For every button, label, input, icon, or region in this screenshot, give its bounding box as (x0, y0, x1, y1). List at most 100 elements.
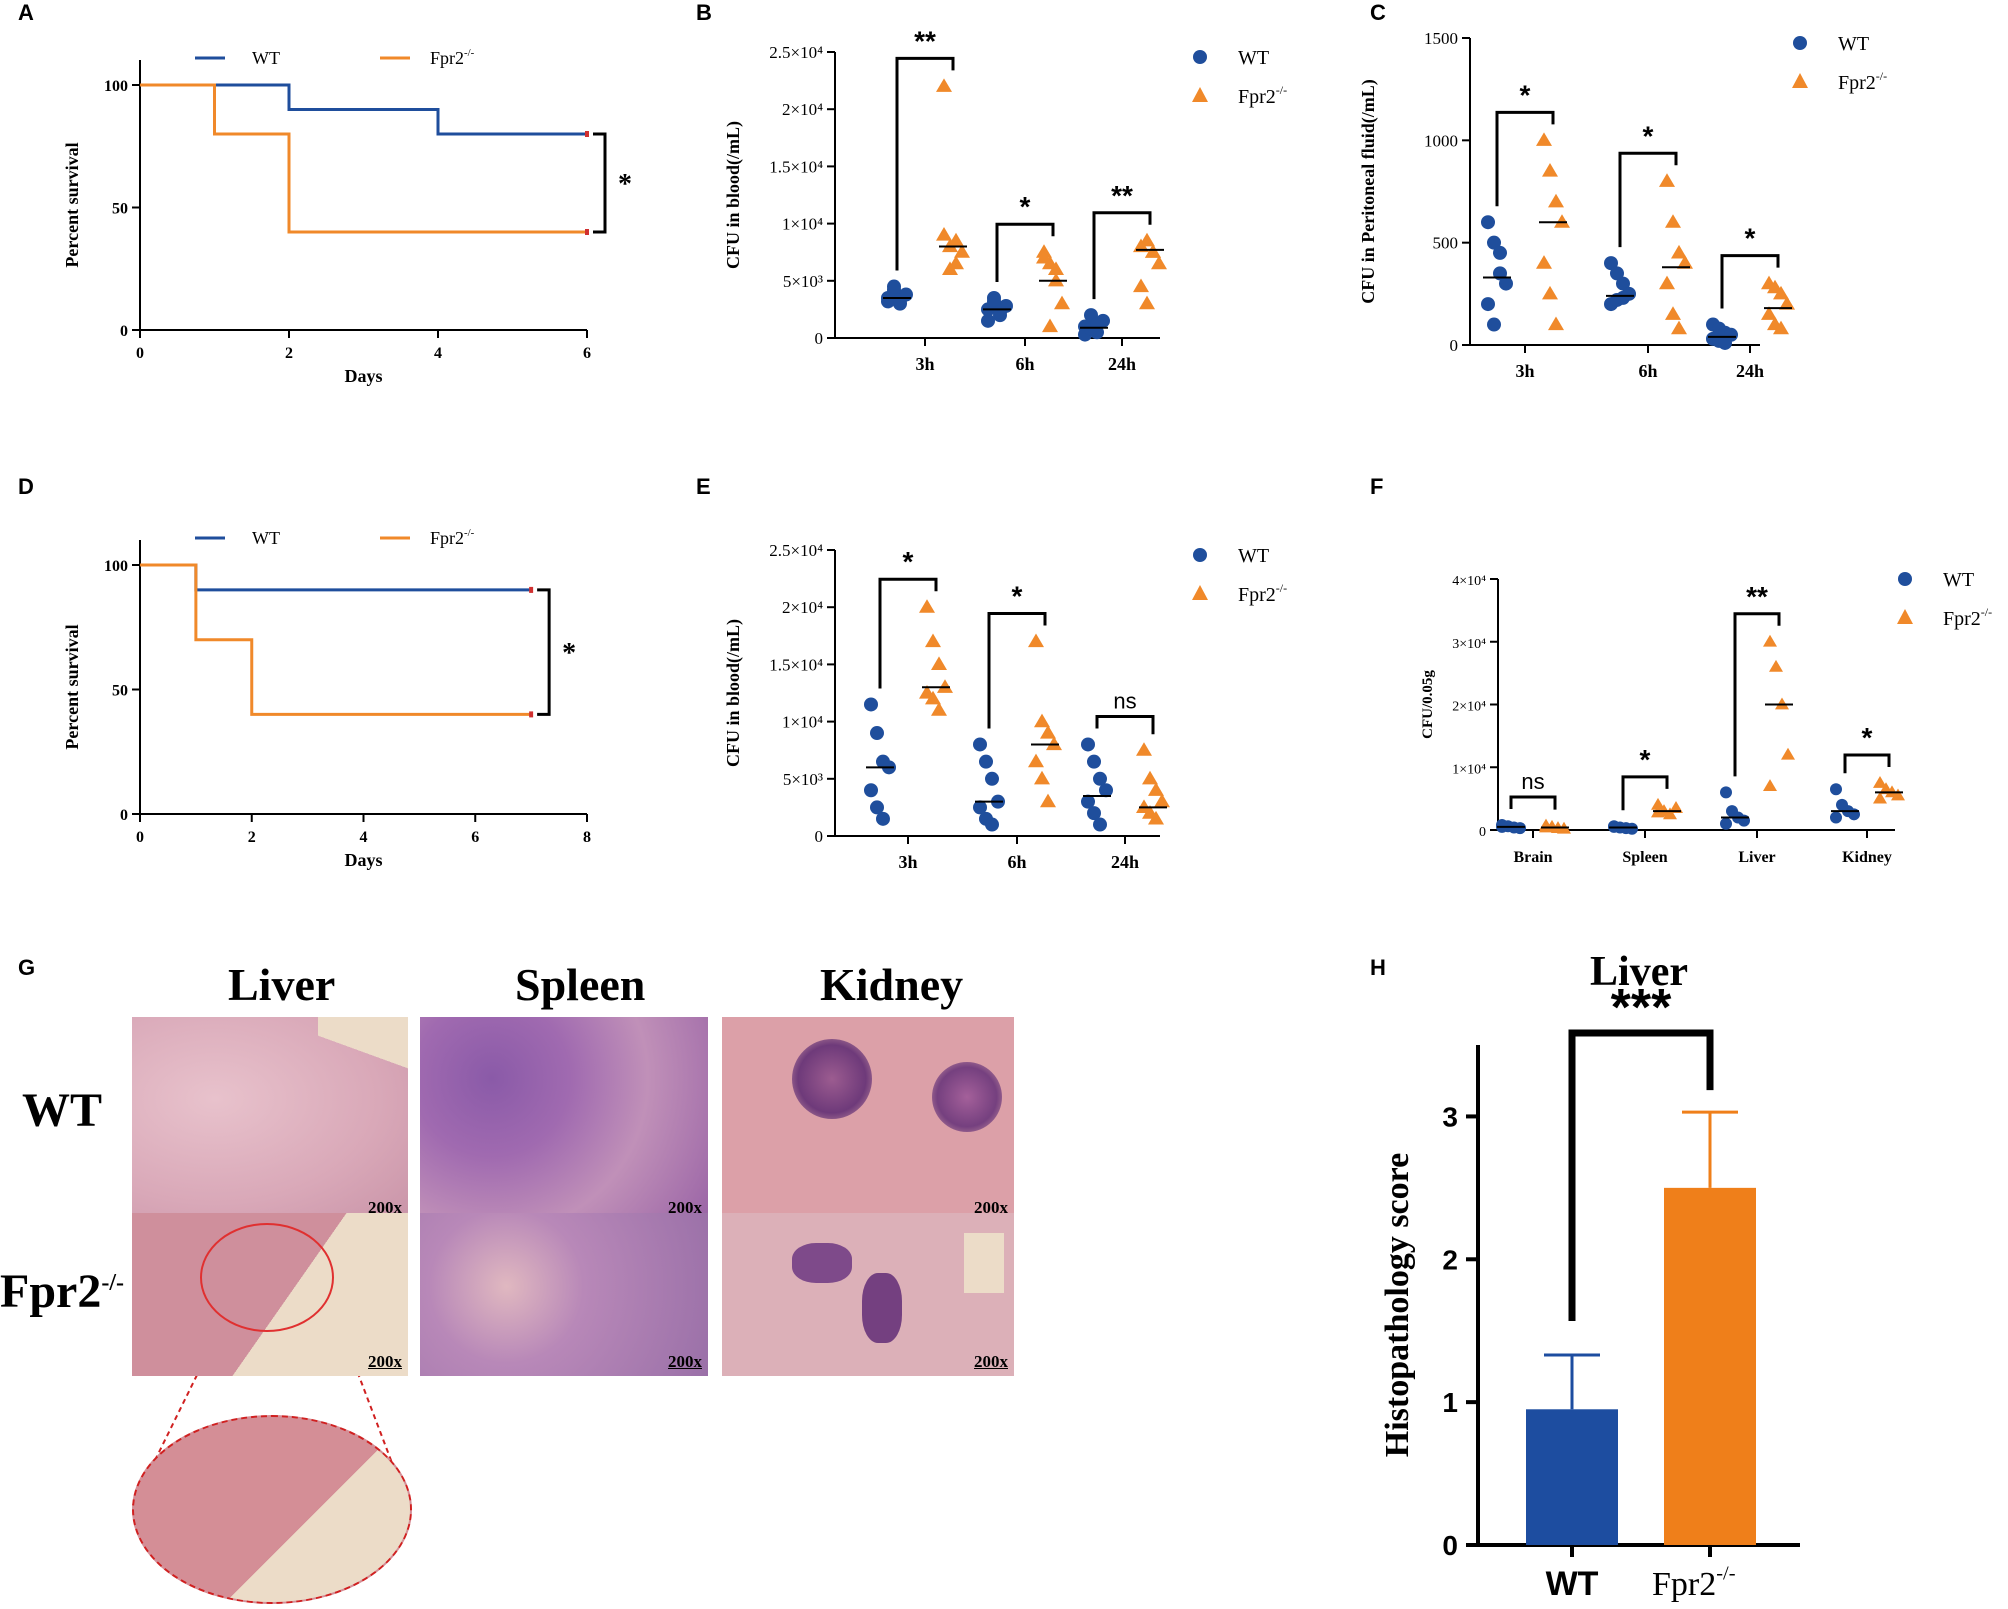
data-point-ko (1773, 320, 1789, 335)
significance-bracket (1618, 151, 1678, 248)
legend-label-ko-base: Fpr2 (1943, 608, 1981, 630)
legend-label-ko-sup: -/- (1981, 605, 1992, 619)
significance-bracket (1568, 1029, 1714, 1321)
data-point-wt (887, 279, 901, 294)
data-point-ko (1536, 255, 1552, 269)
data-point-wt (1514, 822, 1526, 835)
data-point-ko (925, 633, 941, 648)
panel-letter-G: G (18, 955, 35, 980)
legend-label-wt: WT (252, 48, 280, 68)
data-point-ko (1142, 770, 1158, 785)
data-point-wt (864, 783, 878, 798)
data-point-wt (1830, 811, 1842, 824)
data-point-ko (1548, 316, 1564, 331)
significance-label: * (1020, 191, 1031, 222)
data-point-ko (1542, 163, 1558, 177)
tissue-ko-liver: 200x (132, 1213, 408, 1376)
data-point-ko (1873, 775, 1887, 788)
y-tick-label: 1 (1442, 1387, 1458, 1418)
y-tick-label: 5×10³ (783, 272, 823, 291)
data-point-wt (1481, 297, 1495, 312)
mag-ko-liver: 200x (368, 1352, 402, 1371)
data-point-wt (985, 771, 999, 786)
y-tick-label: 1×10⁴ (782, 215, 823, 234)
data-point-ko (1542, 285, 1558, 300)
data-point-ko (1763, 779, 1777, 791)
data-point-ko (1659, 173, 1675, 187)
data-point-wt (985, 817, 999, 832)
data-point-wt (993, 304, 1007, 319)
x-tick-label: 24h (1736, 361, 1764, 381)
legend-label-ko-sup: -/- (1876, 69, 1887, 83)
legend-swatch-wt (1193, 50, 1207, 64)
data-point-ko (1669, 801, 1683, 813)
significance-label: ** (1111, 180, 1133, 211)
data-point-wt (1608, 820, 1620, 833)
data-point-wt (1487, 317, 1501, 332)
histology-row-ko: Fpr2-/- (0, 1265, 124, 1318)
censor-mark (585, 131, 589, 137)
mag-wt-liver: 200x (368, 1198, 402, 1217)
data-point-wt (979, 754, 993, 769)
x-tick-label: 3h (1515, 361, 1534, 381)
censor-mark (529, 711, 534, 718)
y-tick-label: 2.5×10⁴ (769, 43, 823, 62)
legend-label-wt: WT (252, 528, 280, 548)
significance-label: *** (1611, 979, 1672, 1037)
y-tick-label: 1000 (1424, 131, 1458, 150)
data-point-wt (1848, 808, 1860, 821)
data-point-wt (1099, 783, 1113, 798)
significance-label: ** (914, 25, 936, 56)
significance-label: ** (1746, 581, 1768, 612)
significance-label: ns (1113, 688, 1136, 713)
y-tick-label: 2×10⁴ (782, 100, 823, 119)
data-point-ko (1659, 275, 1675, 290)
data-point-ko (1148, 782, 1164, 796)
legend-swatch-wt (1793, 36, 1807, 50)
legend-label-ko: Fpr2-/- (1943, 605, 1992, 630)
y-tick-label: 0 (1450, 336, 1459, 355)
data-point-wt (973, 737, 987, 752)
y-tick-label: 100 (104, 558, 128, 575)
data-point-ko (1145, 244, 1161, 258)
chart-A: 0 2 4 6 0 50 100 Days Percent survival WT Fpr2-/- * (62, 47, 632, 386)
x-tick-label: 2 (285, 345, 293, 362)
data-point-ko (931, 656, 947, 670)
data-point-wt (1720, 786, 1732, 799)
significance-label: * (1862, 722, 1873, 753)
legend-label-ko-base: Fpr2 (1838, 72, 1876, 94)
significance-bracket (1495, 110, 1555, 207)
data-point-ko (942, 261, 958, 275)
tissue-wt-liver: 200x (132, 1017, 408, 1222)
significance-bracket (895, 56, 955, 271)
data-point-ko (1139, 295, 1155, 310)
data-point-ko (1133, 278, 1149, 293)
panel-letter-A: A (18, 0, 34, 25)
data-point-wt (870, 726, 884, 741)
data-point-wt (1616, 290, 1630, 305)
mag-ko-kidney: 200x (974, 1352, 1008, 1371)
significance-bracket (593, 132, 607, 234)
significance-bracket (1095, 714, 1155, 735)
legend-swatch-ko (1792, 73, 1808, 88)
data-point-ko (936, 78, 952, 92)
legend-swatch-ko (1897, 609, 1913, 624)
y-tick-label: 0 (1442, 1530, 1458, 1561)
significance-label: * (1640, 744, 1651, 775)
data-point-wt (1093, 771, 1107, 786)
data-point-ko (1761, 306, 1777, 320)
panel-letter-B: B (696, 0, 712, 25)
data-point-wt (1499, 276, 1513, 291)
y-tick-label: 1.5×10⁴ (769, 157, 823, 176)
data-point-wt (1081, 737, 1095, 752)
legend-label-ko-sup: -/- (464, 527, 475, 539)
panel-letter-C: C (1370, 0, 1386, 25)
legend-label-ko-base: Fpr2 (1238, 584, 1276, 606)
data-point-ko (1548, 193, 1564, 208)
survival-line-ko (140, 563, 532, 716)
legend-label-ko: Fpr2-/- (430, 47, 475, 68)
x-tick-label: 4 (434, 345, 442, 362)
legend-label-ko-sup: -/- (464, 47, 475, 59)
y-tick-label: 4×10⁴ (1452, 574, 1486, 589)
